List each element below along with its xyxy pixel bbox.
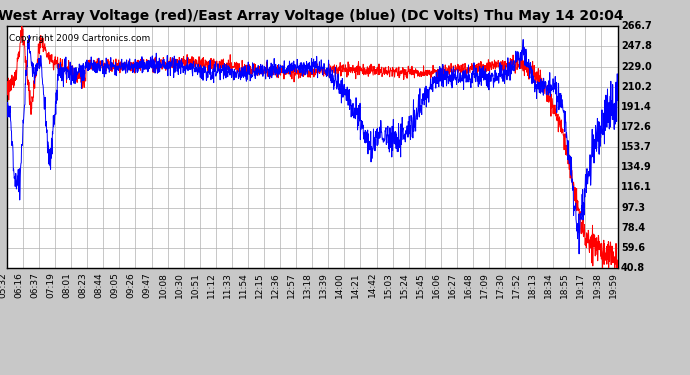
Text: 14:00: 14:00 — [335, 272, 344, 298]
Text: 153.7: 153.7 — [621, 142, 652, 152]
Text: 266.7: 266.7 — [621, 21, 652, 31]
Text: 11:12: 11:12 — [207, 272, 216, 298]
Text: 134.9: 134.9 — [621, 162, 652, 172]
Text: Copyright 2009 Cartronics.com: Copyright 2009 Cartronics.com — [9, 33, 150, 42]
Text: 18:13: 18:13 — [529, 272, 538, 298]
Text: 11:54: 11:54 — [239, 272, 248, 298]
Text: 19:38: 19:38 — [593, 272, 602, 298]
Text: 10:30: 10:30 — [175, 272, 184, 298]
Text: 09:05: 09:05 — [110, 272, 119, 298]
Text: 13:18: 13:18 — [303, 272, 312, 298]
Text: 19:59: 19:59 — [609, 272, 618, 298]
Text: 40.8: 40.8 — [621, 263, 645, 273]
Text: 210.2: 210.2 — [621, 82, 652, 92]
Text: 229.0: 229.0 — [621, 62, 652, 72]
Text: 11:33: 11:33 — [223, 272, 232, 298]
Text: 15:45: 15:45 — [415, 272, 425, 298]
Text: 14:42: 14:42 — [368, 272, 377, 297]
Text: 12:15: 12:15 — [255, 272, 264, 298]
Text: 09:47: 09:47 — [143, 272, 152, 298]
Text: 17:09: 17:09 — [480, 272, 489, 298]
Text: 15:03: 15:03 — [384, 272, 393, 298]
Text: 14:21: 14:21 — [351, 272, 360, 297]
Text: 10:51: 10:51 — [190, 272, 199, 298]
Text: 18:55: 18:55 — [560, 272, 569, 298]
Text: 18:34: 18:34 — [544, 272, 553, 298]
Text: 16:27: 16:27 — [448, 272, 457, 298]
Text: 247.8: 247.8 — [621, 42, 652, 51]
Text: West Array Voltage (red)/East Array Voltage (blue) (DC Volts) Thu May 14 20:04: West Array Voltage (red)/East Array Volt… — [0, 9, 623, 23]
Text: 17:52: 17:52 — [512, 272, 521, 298]
Text: 06:16: 06:16 — [14, 272, 23, 298]
Text: 15:24: 15:24 — [400, 272, 408, 297]
Text: 116.1: 116.1 — [621, 183, 652, 192]
Text: 172.6: 172.6 — [621, 122, 652, 132]
Text: 05:32: 05:32 — [0, 272, 7, 298]
Text: 16:48: 16:48 — [464, 272, 473, 298]
Text: 08:23: 08:23 — [78, 272, 87, 298]
Text: 08:01: 08:01 — [62, 272, 71, 298]
Text: 59.6: 59.6 — [621, 243, 645, 253]
Text: 17:30: 17:30 — [496, 272, 505, 298]
Text: 191.4: 191.4 — [621, 102, 652, 112]
Text: 08:44: 08:44 — [95, 272, 103, 297]
Text: 12:57: 12:57 — [287, 272, 296, 298]
Text: 09:26: 09:26 — [126, 272, 135, 298]
Text: 12:36: 12:36 — [271, 272, 280, 298]
Text: 78.4: 78.4 — [621, 223, 645, 233]
Text: 13:39: 13:39 — [319, 272, 328, 298]
Text: 19:17: 19:17 — [576, 272, 585, 298]
Text: 10:08: 10:08 — [159, 272, 168, 298]
Text: 07:19: 07:19 — [46, 272, 55, 298]
Text: 16:06: 16:06 — [432, 272, 441, 298]
Text: 97.3: 97.3 — [621, 202, 645, 213]
Text: 06:37: 06:37 — [30, 272, 39, 298]
